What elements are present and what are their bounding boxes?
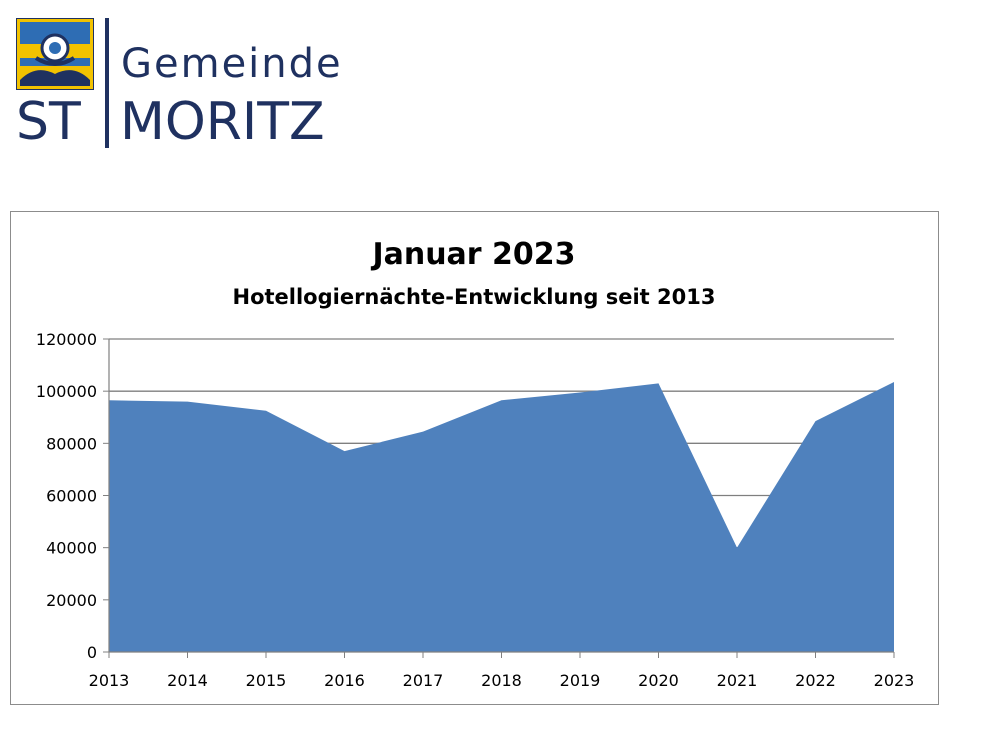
- x-tick-label: 2014: [167, 671, 208, 690]
- x-tick-label: 2019: [560, 671, 601, 690]
- x-tick-label: 2015: [246, 671, 287, 690]
- plot-area: [108, 381, 895, 652]
- chart-frame: Januar 2023 Hotellogiernächte-Entwicklun…: [10, 211, 939, 705]
- area-series: [109, 382, 894, 652]
- y-tick-label: 120000: [36, 330, 97, 349]
- y-tick-label: 40000: [46, 539, 97, 558]
- chart-subtitle: Hotellogiernächte-Entwicklung seit 2013: [233, 285, 716, 309]
- x-tick-label: 2016: [324, 671, 365, 690]
- gemeinde-st-moritz-logo: Gemeinde ST MORITZ: [16, 18, 396, 153]
- x-tick-label: 2022: [795, 671, 836, 690]
- logo-text-moritz: MORITZ: [120, 92, 325, 152]
- axes: [103, 338, 895, 658]
- chart-title: Januar 2023: [370, 237, 575, 272]
- logo-divider: [105, 18, 109, 148]
- x-tick-label: 2017: [403, 671, 444, 690]
- logo-text-gemeinde: Gemeinde: [121, 41, 343, 87]
- x-axis-tick-labels: 2013 2014 2015 2016 2017 2018 2019 2020 2021 2022…: [89, 671, 915, 690]
- y-tick-label: 100000: [36, 382, 97, 401]
- y-tick-label: 0: [87, 643, 97, 662]
- x-tick-label: 2018: [481, 671, 522, 690]
- st-moritz-crest-icon: [16, 18, 94, 90]
- y-axis-tick-labels: 0 20000 40000 60000 80000 100000 120000: [36, 330, 97, 662]
- y-tick-label: 80000: [46, 434, 97, 453]
- y-tick-label: 60000: [46, 487, 97, 506]
- x-tick-label: 2013: [89, 671, 130, 690]
- x-tick-label: 2020: [638, 671, 679, 690]
- area-chart: Januar 2023 Hotellogiernächte-Entwicklun…: [36, 237, 915, 690]
- logo-text-st: ST: [16, 92, 81, 152]
- x-tick-label: 2021: [717, 671, 758, 690]
- y-tick-label: 20000: [46, 591, 97, 610]
- x-tick-label: 2023: [874, 671, 915, 690]
